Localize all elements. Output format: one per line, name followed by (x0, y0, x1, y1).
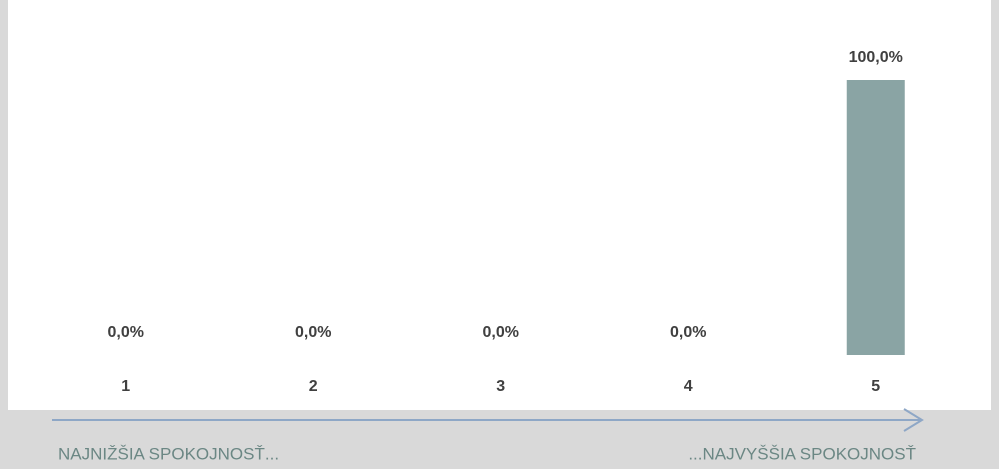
value-label: 0,0% (295, 324, 331, 341)
value-label: 0,0% (670, 324, 706, 341)
value-label: 0,0% (108, 324, 144, 341)
plot-panel (8, 0, 991, 410)
x-tick-label: 3 (496, 378, 505, 395)
x-tick-label: 2 (309, 378, 318, 395)
x-tick-label: 4 (684, 378, 693, 395)
annotation-right: ...NAJVYŠŠIA SPOKOJNOSŤ (688, 444, 916, 463)
value-label: 100,0% (849, 49, 903, 66)
annotation-left: NAJNIŽŠIA SPOKOJNOSŤ... (58, 444, 279, 463)
value-label: 0,0% (483, 324, 519, 341)
arrow-head (903, 408, 924, 432)
x-tick-label: 1 (121, 378, 130, 395)
bar (846, 80, 905, 355)
x-tick-label: 5 (871, 378, 880, 395)
